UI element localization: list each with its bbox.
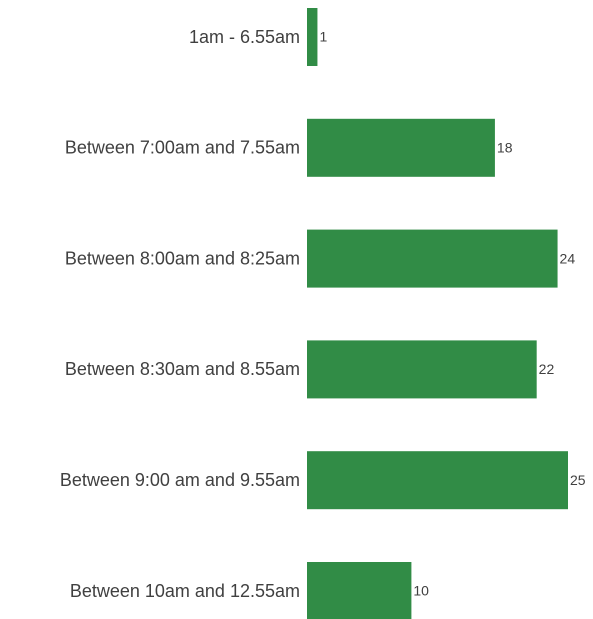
category-label: Between 8:00am and 8:25am <box>65 248 300 268</box>
category-label: Between 8:30am and 8.55am <box>65 359 300 379</box>
value-label: 24 <box>560 250 576 266</box>
category-label: Between 9:00 am and 9.55am <box>60 470 300 490</box>
value-label: 10 <box>413 583 429 599</box>
category-label: Between 7:00am and 7.55am <box>65 138 300 158</box>
value-label: 22 <box>539 361 555 377</box>
value-label: 25 <box>570 472 586 488</box>
bar <box>307 8 318 66</box>
bar <box>307 451 568 510</box>
value-label: 18 <box>497 140 513 156</box>
category-label: 1am - 6.55am <box>189 27 300 47</box>
bar <box>307 562 412 619</box>
value-label: 1 <box>319 29 327 45</box>
bar <box>307 340 537 399</box>
bar <box>307 118 495 177</box>
category-label: Between 10am and 12.55am <box>70 581 300 601</box>
bar <box>307 229 558 288</box>
